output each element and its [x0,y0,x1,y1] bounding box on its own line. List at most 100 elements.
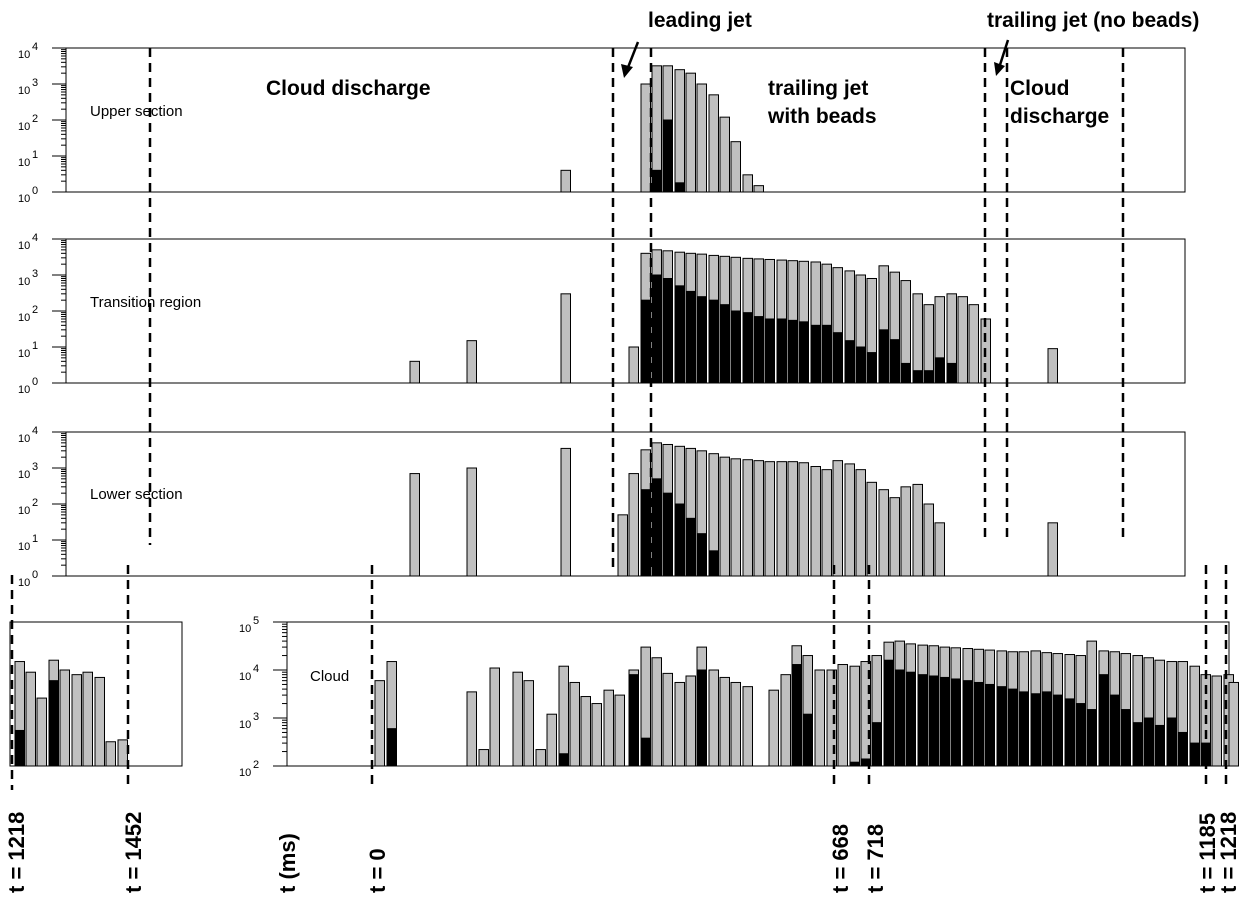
bar-total-lower [855,469,866,577]
bar-total-upper [730,141,741,193]
y-tick-exponent-upper: 3 [32,77,38,89]
bar-beads-cloud [386,728,397,767]
y-tick-exponent-transition: 3 [32,268,38,280]
bar-beads-lower [708,550,719,577]
bar-total-cloud [814,669,825,767]
bar-beads-transition [651,274,662,384]
bar-beads-cloud [1086,709,1097,767]
bar-total-cloud [849,665,860,767]
y-tick-exponent-lower: 1 [32,533,38,545]
bar-total-lower [730,458,741,577]
y-tick-label-upper: 10 [18,49,30,61]
bar-beads-cloud [939,676,950,767]
bar-total-lower [628,473,639,577]
bar-beads-transition [855,346,866,384]
bar-total-lower [866,481,877,577]
y-tick-label-cloud: 10 [239,671,251,683]
bar-beads-transition [900,362,911,384]
bar-total-transition [957,296,968,384]
bar-total-cloud [685,675,696,767]
bar-beads-transition [844,340,855,384]
y-tick-label-transition: 10 [18,348,30,360]
bar-total-cloud [466,691,477,767]
bar-total-upper [640,83,651,193]
bar-total-lower [1047,522,1058,577]
arrow-trailing-jet-no-beads [994,39,1010,76]
bar-beads-transition [685,290,696,384]
bar-beads-cloud [696,669,707,767]
bar-total-lower [776,461,787,577]
bar-total-cloud [558,665,569,767]
bar-beads-cloud [1030,693,1041,767]
y-tick-exponent-cloud: 5 [253,615,259,627]
bar-beads-transition [934,357,945,384]
time-label-t1185: t = 1185 [1195,813,1220,893]
bar-total-cloud [674,681,685,767]
bar-total-upper [560,169,571,193]
bar-total-inset [25,671,36,767]
bar-beads-cloud [1143,717,1154,767]
bar-total-upper [719,116,730,193]
bar-beads-transition [753,316,764,384]
bars-layer [14,65,1239,767]
bar-total-cloud [826,669,837,767]
y-tick-label-transition: 10 [18,276,30,288]
bar-beads-cloud [1132,722,1143,767]
bar-beads-transition [674,285,685,384]
annotation-cloud-discharge-2-line-2: discharge [1010,105,1109,128]
annotation-trailing-jet-line-1: trailing jet [768,77,868,100]
bar-beads-upper [662,119,673,193]
y-tick-label-upper: 10 [18,85,30,97]
bar-beads-cloud [894,669,905,767]
axes-layer: 1001011021031041001011021031041001011021… [9,41,1230,779]
bar-total-lower [923,503,934,577]
bar-total-lower [810,466,821,577]
y-tick-exponent-cloud: 4 [253,663,259,675]
arrow-leading-jet [621,41,640,78]
bar-total-cloud [374,680,385,767]
bar-total-lower [889,497,900,577]
bar-total-inset [36,697,47,767]
y-tick-exponent-transition: 0 [32,376,38,388]
y-tick-label-transition: 10 [18,240,30,252]
bar-beads-cloud [962,680,973,767]
y-tick-label-upper: 10 [18,193,30,205]
bar-beads-cloud [928,675,939,767]
bar-total-lower [844,463,855,577]
bar-total-lower [409,473,420,577]
y-tick-label-cloud: 10 [239,719,251,731]
bar-beads-lower [696,533,707,577]
y-tick-exponent-transition: 1 [32,340,38,352]
bar-beads-transition [764,318,775,384]
time-axis-label: t (ms) [275,833,300,893]
bar-beads-transition [776,318,787,384]
bar-total-cloud [1228,681,1239,767]
bar-beads-lower [662,492,673,577]
bar-total-lower [617,514,628,577]
bar-total-cloud [662,672,673,767]
y-tick-label-lower: 10 [18,505,30,517]
bar-beads-inset [48,680,59,767]
bar-beads-transition [708,299,719,384]
bar-beads-transition [889,339,900,384]
bar-beads-cloud [984,683,995,767]
y-tick-label-cloud: 10 [239,623,251,635]
bar-total-inset [94,676,105,767]
bar-total-cloud [478,749,489,767]
time-label-left-1218: t = 1218 [4,812,29,893]
bar-total-upper [742,174,753,193]
lines-layer [10,48,1228,790]
y-tick-label-transition: 10 [18,384,30,396]
bar-beads-cloud [1177,731,1188,767]
bar-beads-cloud [1120,709,1131,767]
bar-total-cloud [569,681,580,767]
bar-beads-cloud [1166,717,1177,767]
y-tick-exponent-cloud: 2 [253,759,259,771]
bar-beads-cloud [996,686,1007,767]
y-tick-label-lower: 10 [18,577,30,589]
bar-beads-transition [821,324,832,384]
bar-total-cloud [768,689,779,767]
bar-beads-upper [651,169,662,193]
bar-total-cloud [523,680,534,767]
